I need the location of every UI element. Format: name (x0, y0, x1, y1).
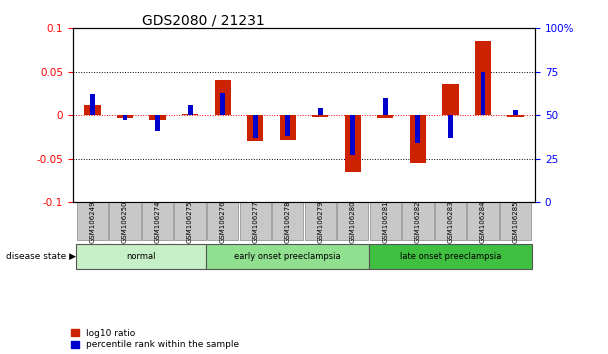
Text: GSM106279: GSM106279 (317, 200, 323, 243)
Bar (345, 115, 361, 172)
FancyBboxPatch shape (272, 202, 303, 240)
Bar (123, 115, 128, 120)
FancyBboxPatch shape (337, 202, 368, 240)
Text: late onset preeclampsia: late onset preeclampsia (399, 252, 501, 261)
Legend: log10 ratio, percentile rank within the sample: log10 ratio, percentile rank within the … (71, 329, 239, 349)
Bar (215, 80, 231, 115)
Text: GSM106277: GSM106277 (252, 200, 258, 243)
Text: GSM106282: GSM106282 (415, 200, 421, 242)
Bar (285, 115, 290, 136)
Bar (448, 115, 453, 138)
FancyBboxPatch shape (109, 202, 140, 240)
Text: GSM106283: GSM106283 (447, 200, 454, 243)
Text: GSM106274: GSM106274 (154, 200, 161, 242)
Bar (188, 105, 193, 115)
Text: normal: normal (126, 252, 156, 261)
FancyBboxPatch shape (369, 244, 532, 269)
FancyBboxPatch shape (370, 202, 401, 240)
Bar (182, 114, 198, 115)
Bar (383, 98, 388, 115)
FancyBboxPatch shape (305, 202, 336, 240)
Bar (150, 115, 166, 120)
Bar (415, 115, 420, 143)
Bar (247, 115, 263, 141)
Bar (475, 41, 491, 115)
Text: GSM106285: GSM106285 (513, 200, 519, 242)
Bar (350, 115, 355, 155)
Bar (410, 115, 426, 163)
Bar (377, 115, 393, 118)
FancyBboxPatch shape (76, 244, 206, 269)
Text: GSM106280: GSM106280 (350, 200, 356, 243)
Bar (442, 84, 458, 115)
Bar (155, 115, 160, 131)
Bar (480, 72, 485, 115)
FancyBboxPatch shape (206, 244, 369, 269)
Bar (280, 115, 296, 139)
FancyBboxPatch shape (402, 202, 434, 240)
Bar (85, 105, 100, 115)
Text: GSM106250: GSM106250 (122, 200, 128, 242)
Text: GDS2080 / 21231: GDS2080 / 21231 (142, 13, 265, 27)
Bar (508, 115, 523, 117)
FancyBboxPatch shape (468, 202, 499, 240)
FancyBboxPatch shape (435, 202, 466, 240)
Bar (90, 95, 95, 115)
FancyBboxPatch shape (142, 202, 173, 240)
FancyBboxPatch shape (207, 202, 238, 240)
Bar (220, 93, 225, 115)
Bar (513, 110, 518, 115)
Text: GSM106284: GSM106284 (480, 200, 486, 242)
Bar (318, 108, 323, 115)
Text: GSM106275: GSM106275 (187, 200, 193, 242)
Text: GSM106278: GSM106278 (285, 200, 291, 243)
Bar (312, 115, 328, 117)
Bar (117, 115, 133, 118)
Text: early onset preeclampsia: early onset preeclampsia (235, 252, 341, 261)
FancyBboxPatch shape (500, 202, 531, 240)
FancyBboxPatch shape (77, 202, 108, 240)
Bar (253, 115, 258, 138)
Text: disease state ▶: disease state ▶ (6, 252, 76, 261)
Text: GSM106281: GSM106281 (382, 200, 389, 243)
Text: GSM106249: GSM106249 (89, 200, 95, 242)
FancyBboxPatch shape (240, 202, 271, 240)
Text: GSM106276: GSM106276 (219, 200, 226, 243)
FancyBboxPatch shape (174, 202, 206, 240)
